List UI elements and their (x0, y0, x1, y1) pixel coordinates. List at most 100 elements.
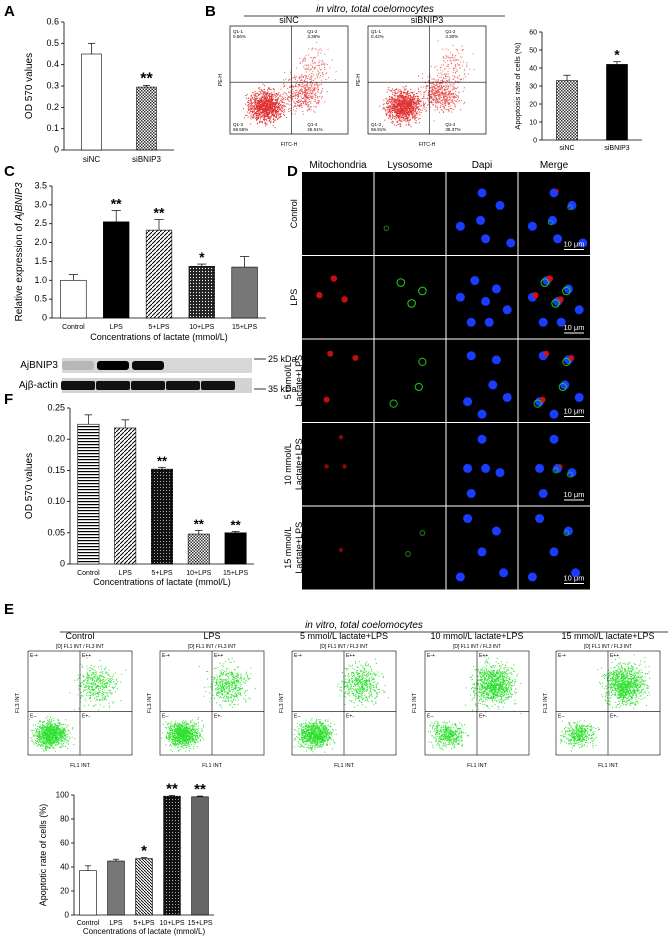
chartF-significance: ** (194, 516, 205, 531)
chartF-bar (224, 532, 247, 565)
flow-e-ylabel: FL3 INT (543, 692, 549, 713)
chartA-bar (81, 53, 102, 151)
chartA-bar (136, 86, 157, 151)
blot-band-actin (166, 381, 200, 390)
chartA-ytick: 0.6 (46, 17, 59, 27)
flow-b-q11-value: 0.42% (371, 34, 384, 39)
chartB-category: siBNIP3 (604, 145, 629, 152)
chartC-bar (188, 266, 215, 319)
chartC-significance: * (199, 249, 205, 265)
blot-band (97, 361, 129, 370)
micro-col-header: Mitochondria (309, 160, 367, 171)
micro-col-header: Merge (540, 160, 569, 171)
b-header: in vitro, total coelomocytes (316, 4, 434, 15)
chartB-ytick: 0 (533, 138, 537, 145)
chartF-bar (187, 533, 210, 565)
flow-e-sub: [D] FL1 INT / FL3 INT (453, 644, 501, 650)
flow-b-q14: Q1-4 (445, 122, 456, 127)
chartE-category: 5+LPS (133, 920, 155, 927)
chartB-significance: * (614, 47, 620, 63)
chartF-category: LPS (119, 570, 133, 577)
chart-e: 0 20 40 60 80 100 Control LPS 5+LPS * 10+LPS ** 15+L… (38, 780, 214, 936)
chartC-category: 5+LPS (148, 324, 170, 331)
flow-b-xlabel: FITC-H (281, 142, 298, 148)
chartA-ylabel: OD 570 values (24, 53, 35, 119)
chartE-ytick: 40 (60, 863, 69, 872)
micro-cell (405, 530, 426, 557)
chartE-significance: ** (194, 781, 206, 798)
flow-e-title: 10 mmol/L lactate+LPS (431, 631, 524, 641)
flow-e-q3: E-- (294, 713, 301, 719)
flow-b-ylabel: PE-H (218, 74, 224, 86)
flow-e-q1: E-+ (294, 653, 302, 659)
flow-e-q4: E+- (346, 713, 354, 719)
flow-b-ylabel: PE-H (356, 74, 362, 86)
micro-cell (396, 278, 427, 308)
chartB-ytick: 60 (529, 30, 537, 37)
chartF-bar (77, 423, 100, 565)
micro-row-label: 15 mmol/LLactate+LPS (283, 522, 304, 574)
flow-e-title: 15 mmol/L lactate+LPS (562, 631, 655, 641)
chartC-bar (231, 266, 258, 319)
chartC-ytick: 2.5 (34, 218, 47, 228)
micro-cell (455, 514, 509, 582)
flow-e-q3: E-- (162, 713, 169, 719)
blot-band-actin (96, 381, 130, 390)
micro-cell: 10 μm (535, 434, 585, 501)
flow-b-q12-value: 3.38% (307, 34, 320, 39)
micro-cell: 10 μm (527, 275, 585, 334)
flow-e-sub: [D] FL1 INT / FL3 INT (56, 644, 104, 650)
micro-cell: 10 μm (527, 188, 588, 250)
chartF-significance: ** (157, 453, 168, 468)
panel-label-f: F (4, 391, 13, 408)
flow-b-q13: Q1-3 (233, 122, 244, 127)
chart-f: 0 0.05 0.10 0.15 0.20 0.25 Control LPS 5+LPS ** 10… (24, 403, 254, 587)
chartC-category: Control (62, 324, 85, 331)
flow-e-q4: E+- (479, 713, 487, 719)
chartC-ytick: 0 (42, 313, 47, 323)
flow-e-plot-4: 10 mmol/L lactate+LPS [D] FL1 INT / FL3 I… (412, 631, 530, 769)
chartC-bar (145, 229, 173, 319)
chartC-xlabel: Concentrations of lactate (mmol/L) (90, 332, 228, 342)
micro-cell (389, 357, 427, 408)
micro-row-label: 5 mmol/LLactate+LPS (283, 355, 304, 407)
chartE-bar (79, 870, 97, 916)
flow-b-q12-value: 4.30% (445, 34, 458, 39)
flow-b-title: siNC (279, 15, 299, 25)
chartA-ytick: 0.1 (46, 123, 59, 133)
flow-e-xlabel: FL1 INT (467, 763, 488, 769)
chartC-bar (103, 221, 130, 319)
panel-label-e: E (4, 601, 14, 618)
chartF-bar (114, 427, 137, 565)
micro-row-label: 10 mmol/LLactate+LPS (283, 438, 304, 490)
blot-band-actin (61, 381, 95, 390)
flow-b-q11-value: 0.56% (233, 34, 246, 39)
micro-scale: 10 μm (564, 574, 585, 583)
chartC-category: LPS (110, 324, 124, 331)
chartE-ylabel: Apoptotic rate of cells (%) (38, 804, 48, 907)
flow-b-q13-value: 56.91% (371, 127, 386, 132)
chartB-ytick: 30 (529, 84, 537, 91)
chartE-significance: ** (166, 780, 178, 797)
flow-e-sub: [D] FL1 INT / FL3 INT (188, 644, 236, 650)
flow-b-q12: Q1-2 (307, 29, 318, 34)
flow-e-plot-5: 15 mmol/L lactate+LPS [D] FL1 INT / FL3 I… (543, 631, 661, 769)
flow-e-xlabel: FL1 INT (334, 763, 355, 769)
blot-band (132, 361, 164, 370)
flow-b-title: siBNIP3 (411, 15, 444, 25)
flow-e-q3: E-- (30, 713, 37, 719)
micro-col-header: Dapi (472, 160, 493, 171)
flow-e-xlabel: FL1 INT (598, 763, 619, 769)
flow-b-plot-2: siBNIP3 Q1-10.42% Q1-24.30% Q1-356.91% Q1-43… (356, 15, 487, 148)
flow-b-q13: Q1-3 (371, 122, 382, 127)
blot-row2-label: Ajβ-actin (19, 380, 58, 391)
chartB-category: siNC (559, 145, 574, 152)
chartE-category: 15+LPS (187, 920, 212, 927)
chartB-ytick: 40 (529, 66, 537, 73)
flow-e-q2: E++ (479, 653, 488, 659)
flow-e-xlabel: FL1 INT (70, 763, 91, 769)
chartC-ytick: 1.5 (34, 256, 47, 266)
flow-e-q2: E++ (82, 653, 91, 659)
chartB-ylabel: Apoptosis rate of cells (%) (513, 42, 522, 130)
blot-band-actin (131, 381, 165, 390)
